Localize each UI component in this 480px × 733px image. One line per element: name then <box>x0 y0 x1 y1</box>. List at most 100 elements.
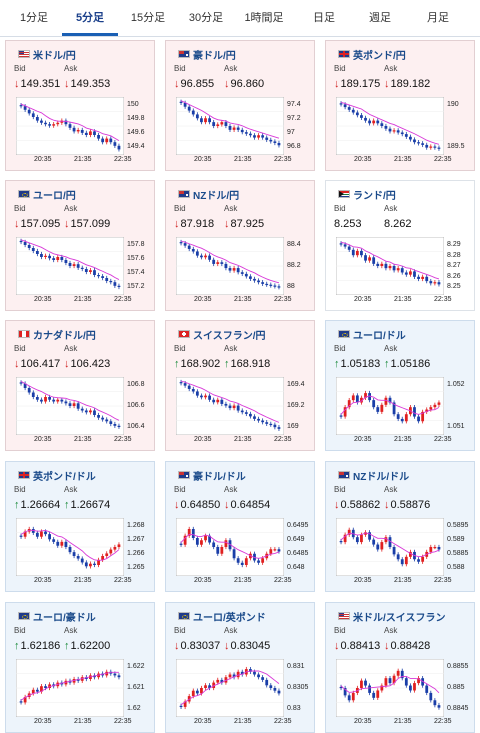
rate-card[interactable]: ユーロ/豪ドル Bid Ask ↑1.62186 ↑1.62200 1.622 1.621 1… <box>5 602 155 733</box>
pair-name[interactable]: スイスフラン/円 <box>193 330 266 342</box>
ask-label: Ask <box>64 626 78 635</box>
candle <box>409 271 412 275</box>
rate-card[interactable]: 英ポンド/円 Bid Ask ↓189.175 ↓189.182 190 189.5 20:3… <box>325 40 475 171</box>
candle <box>388 266 392 269</box>
pair-name[interactable]: 豪ドル/円 <box>193 50 236 62</box>
candle <box>380 263 384 266</box>
candle <box>93 270 96 275</box>
tab-1[interactable]: 5分足 <box>62 0 118 36</box>
tab-3[interactable]: 30分足 <box>188 12 224 24</box>
tab-0[interactable]: 1分足 <box>19 12 49 24</box>
candle <box>89 410 92 413</box>
pair-name[interactable]: カナダドル/円 <box>33 330 96 342</box>
y-tick-label: 1.266 <box>127 550 145 557</box>
candle <box>84 410 88 413</box>
candle <box>195 114 199 119</box>
rate-card[interactable]: カナダドル/円 Bid Ask ↓106.417 ↓106.423 106.8 106.6 1… <box>5 320 155 451</box>
candle <box>19 535 23 537</box>
pair-name[interactable]: ランド/円 <box>353 190 396 202</box>
candle <box>380 542 384 550</box>
pair-name[interactable]: 英ポンド/円 <box>353 50 406 62</box>
rate-card[interactable]: 米ドル/円 Bid Ask ↓149.351 ↓149.353 150 149.8 149.6… <box>5 40 155 171</box>
ch-flag-icon <box>178 330 190 338</box>
candle <box>244 273 248 277</box>
y-tick-label: 8.28 <box>447 251 461 259</box>
candle <box>433 282 437 284</box>
bid-value: ↓87.918 <box>174 218 215 230</box>
card-header: ユーロ/ドル <box>338 327 406 342</box>
candle <box>273 549 277 551</box>
pair-name[interactable]: NZドル/ドル <box>353 471 410 483</box>
rate-card[interactable]: 米ドル/スイスフラン Bid Ask ↓0.88413 ↓0.88428 0.8855 0.… <box>325 602 475 733</box>
candle <box>48 534 51 540</box>
candle <box>253 671 256 675</box>
x-tick-label: 22:35 <box>274 577 292 584</box>
candle <box>89 270 92 272</box>
pair-name[interactable]: ユーロ/ドル <box>353 330 406 342</box>
candle <box>433 146 437 148</box>
arrow-down-icon: ↓ <box>334 640 340 652</box>
candle <box>265 422 269 424</box>
candle <box>425 685 429 693</box>
rate-card[interactable]: ユーロ/英ポンド Bid Ask ↓0.83037 ↓0.83045 0.831 0.830… <box>165 602 315 733</box>
tab-2[interactable]: 15分足 <box>130 12 166 24</box>
candle <box>109 421 113 424</box>
rate-card[interactable]: スイスフラン/円 Bid Ask ↑168.902 ↑168.918 169.4 169.2… <box>165 320 315 451</box>
candle <box>40 254 43 257</box>
pair-name[interactable]: 英ポンド/ドル <box>33 471 96 483</box>
rate-card[interactable]: ユーロ/円 Bid Ask ↓157.095 ↓157.099 157.8 157.6 157… <box>5 180 155 311</box>
rate-card[interactable]: 豪ドル/円 Bid Ask ↓96.855 ↓96.860 97.4 97.2 97 96.8 2… <box>165 40 315 171</box>
za-flag-icon <box>338 190 350 198</box>
x-tick-label: 21:35 <box>394 577 412 584</box>
candle <box>80 267 84 269</box>
rate-card[interactable]: ランド/円 Bid Ask 8.253 8.262 8.29 8.28 8.27 8.26 8.2… <box>325 180 475 311</box>
candle <box>360 680 363 688</box>
candle <box>72 127 76 132</box>
ask-value: ↑1.05186 <box>384 358 431 370</box>
ask-value: ↓0.58876 <box>384 499 431 511</box>
bid-label: Bid <box>174 485 186 494</box>
candle <box>368 393 371 401</box>
candle <box>23 531 27 537</box>
pair-name[interactable]: ユーロ/円 <box>33 190 76 202</box>
ask-value: 8.262 <box>384 218 412 230</box>
x-tick-label: 20:35 <box>34 577 52 584</box>
candle <box>396 268 400 271</box>
card-header: 豪ドル/ドル <box>178 468 246 483</box>
rate-card[interactable]: NZドル/円 Bid Ask ↓87.918 ↓87.925 88.4 88.2 88 20:3… <box>165 180 315 311</box>
candle <box>56 541 60 546</box>
tab-4[interactable]: 1時間足 <box>244 12 284 24</box>
candle <box>93 410 96 415</box>
candle <box>187 106 191 111</box>
rate-card[interactable]: ユーロ/ドル Bid Ask ↑1.05183 ↑1.05186 1.052 1.051 20… <box>325 320 475 451</box>
candle <box>351 395 355 401</box>
candle <box>277 427 281 429</box>
pair-name[interactable]: ユーロ/豪ドル <box>33 612 96 624</box>
rate-card[interactable]: 豪ドル/ドル Bid Ask ↓0.64850 ↓0.64854 0.6495 0.649 0… <box>165 461 315 592</box>
pair-name[interactable]: 米ドル/円 <box>33 50 76 62</box>
arrow-down-icon: ↓ <box>334 78 340 90</box>
moving-average-line <box>340 101 440 145</box>
y-tick-label: 88.2 <box>287 262 301 269</box>
y-tick-label: 157.8 <box>127 241 145 248</box>
x-tick-label: 21:35 <box>74 718 92 725</box>
tab-5[interactable]: 日足 <box>313 12 335 24</box>
card-header: NZドル/円 <box>178 187 240 202</box>
pair-name[interactable]: 米ドル/スイスフラン <box>353 612 446 624</box>
bid-label: Bid <box>334 204 346 213</box>
pair-name[interactable]: 豪ドル/ドル <box>193 471 246 483</box>
candle <box>105 278 109 281</box>
bid-value: ↓106.417 <box>14 358 61 370</box>
rate-card[interactable]: 英ポンド/ドル Bid Ask ↑1.26664 ↑1.26674 1.268 1.267 1… <box>5 461 155 592</box>
pair-name[interactable]: NZドル/円 <box>193 190 240 202</box>
moving-average-line <box>340 241 440 280</box>
tab-6[interactable]: 週足 <box>369 12 391 24</box>
bid-label: Bid <box>174 344 186 353</box>
pair-name[interactable]: ユーロ/英ポンド <box>193 612 266 624</box>
candle <box>429 146 433 148</box>
tab-7[interactable]: 月足 <box>427 12 449 24</box>
candle <box>261 677 265 680</box>
rate-card[interactable]: NZドル/ドル Bid Ask ↓0.58862 ↓0.58876 0.5895 0.589… <box>325 461 475 592</box>
candle <box>216 547 220 554</box>
arrow-down-icon: ↓ <box>64 358 70 370</box>
